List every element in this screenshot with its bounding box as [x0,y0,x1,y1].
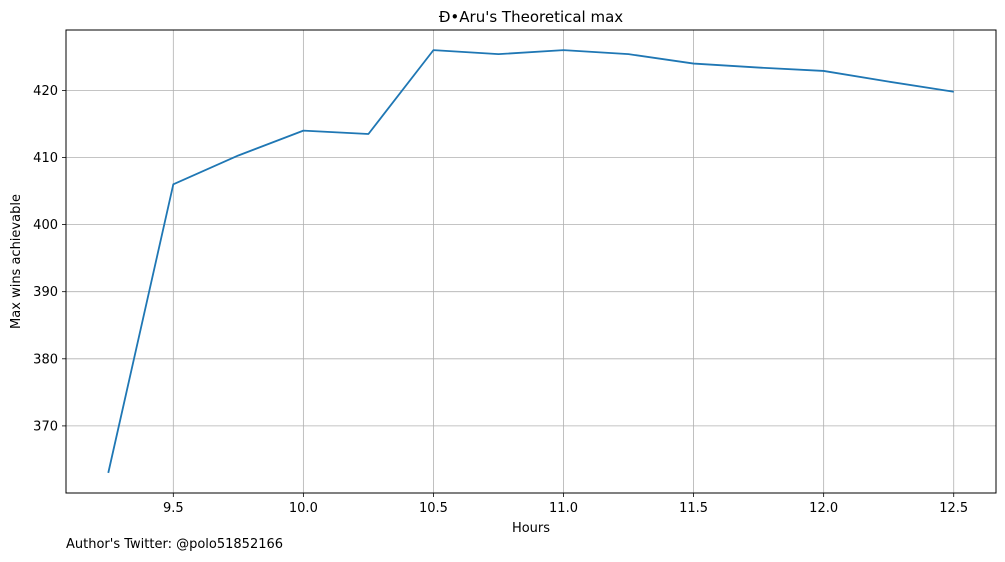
chart-title: Đ•Aru's Theoretical max [439,8,623,26]
y-tick-label: 410 [33,151,58,166]
x-axis-label: Hours [512,521,550,536]
x-tick-label: 11.0 [549,501,578,516]
y-tick-label: 380 [33,352,58,367]
x-tick-label: 9.5 [163,501,184,516]
y-axis-label: Max wins achievable [9,194,24,329]
y-tick-label: 400 [33,218,58,233]
x-tick-label: 12.0 [809,501,838,516]
plot-area [65,29,997,494]
author-twitter-note: Author's Twitter: @polo51852166 [66,537,284,552]
grid [66,30,996,493]
x-tick-label: 10.0 [289,501,318,516]
axis-ticks: 9.5 10.0 10.5 11.0 11.5 12.0 12.5 370 380 390 400 4… [33,84,968,516]
series-line [107,49,954,474]
series-layer [107,49,954,474]
x-tick-label: 10.5 [419,501,448,516]
y-tick-label: 420 [33,84,58,99]
y-tick-label: 390 [33,285,58,300]
x-tick-label: 12.5 [939,501,968,516]
y-tick-label: 370 [33,419,58,434]
x-tick-label: 11.5 [679,501,708,516]
